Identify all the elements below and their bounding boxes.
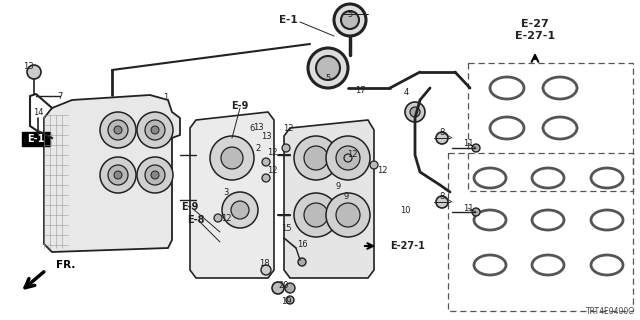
Circle shape <box>410 107 420 117</box>
Circle shape <box>336 146 360 170</box>
Text: 8: 8 <box>439 191 445 201</box>
Text: 12: 12 <box>347 149 357 158</box>
Text: 12: 12 <box>267 148 277 156</box>
Text: E-8: E-8 <box>188 215 205 225</box>
Polygon shape <box>284 120 374 278</box>
Circle shape <box>262 158 270 166</box>
Circle shape <box>145 120 165 140</box>
Circle shape <box>304 146 328 170</box>
Text: 7: 7 <box>58 92 63 100</box>
Circle shape <box>100 157 136 193</box>
Text: 4: 4 <box>403 87 408 97</box>
Text: 11: 11 <box>463 139 473 148</box>
Text: 12: 12 <box>377 165 387 174</box>
Circle shape <box>304 203 328 227</box>
Text: 9: 9 <box>344 191 349 201</box>
Text: 19: 19 <box>281 298 291 307</box>
Circle shape <box>114 171 122 179</box>
Circle shape <box>316 56 340 80</box>
Circle shape <box>145 165 165 185</box>
Circle shape <box>472 144 480 152</box>
Circle shape <box>285 283 295 293</box>
Text: 2: 2 <box>255 143 260 153</box>
Circle shape <box>261 265 271 275</box>
Circle shape <box>336 203 360 227</box>
Text: E-27-1: E-27-1 <box>390 241 425 251</box>
Circle shape <box>472 208 480 216</box>
Text: 13: 13 <box>253 123 263 132</box>
Circle shape <box>436 196 448 208</box>
Circle shape <box>286 296 294 304</box>
Circle shape <box>137 112 173 148</box>
Text: 17: 17 <box>355 85 365 94</box>
Circle shape <box>210 136 254 180</box>
Text: 5: 5 <box>348 10 353 19</box>
Circle shape <box>221 147 243 169</box>
Circle shape <box>114 126 122 134</box>
Circle shape <box>262 174 270 182</box>
Bar <box>448 153 633 311</box>
Text: 20: 20 <box>279 282 289 291</box>
Text: 3: 3 <box>223 188 228 196</box>
Circle shape <box>370 161 378 169</box>
Circle shape <box>231 201 249 219</box>
Circle shape <box>326 136 370 180</box>
Circle shape <box>214 214 222 222</box>
Text: 1: 1 <box>163 92 168 101</box>
Text: E-1: E-1 <box>278 15 298 25</box>
Text: E-9: E-9 <box>181 202 198 212</box>
Circle shape <box>100 112 136 148</box>
Circle shape <box>222 192 258 228</box>
Circle shape <box>436 132 448 144</box>
Text: 16: 16 <box>297 239 307 249</box>
Text: E-27: E-27 <box>521 19 549 29</box>
Circle shape <box>294 193 338 237</box>
Text: 8: 8 <box>439 127 445 137</box>
Circle shape <box>151 126 159 134</box>
Bar <box>468 63 633 191</box>
Text: 15: 15 <box>281 223 291 233</box>
Circle shape <box>294 136 338 180</box>
Circle shape <box>27 65 41 79</box>
Circle shape <box>151 171 159 179</box>
Text: E-27-1: E-27-1 <box>515 31 555 41</box>
Circle shape <box>34 132 42 140</box>
Text: 11: 11 <box>463 204 473 212</box>
Circle shape <box>326 193 370 237</box>
Text: 12: 12 <box>267 165 277 174</box>
Circle shape <box>341 11 359 29</box>
Text: 13: 13 <box>260 132 271 140</box>
Circle shape <box>405 102 425 122</box>
Circle shape <box>272 282 284 294</box>
Text: 12: 12 <box>221 213 231 222</box>
Polygon shape <box>190 112 274 278</box>
Text: 12: 12 <box>283 124 293 132</box>
Text: E-1: E-1 <box>28 134 45 144</box>
Text: 5: 5 <box>325 74 331 83</box>
Text: TRT4E0400C: TRT4E0400C <box>586 307 634 316</box>
Circle shape <box>298 258 306 266</box>
Circle shape <box>108 165 128 185</box>
Circle shape <box>282 144 290 152</box>
Circle shape <box>308 48 348 88</box>
Text: 13: 13 <box>22 61 33 70</box>
Text: 18: 18 <box>259 260 269 268</box>
Text: FR.: FR. <box>56 260 76 270</box>
Text: 14: 14 <box>33 108 44 116</box>
Circle shape <box>344 154 352 162</box>
Circle shape <box>137 157 173 193</box>
Circle shape <box>334 4 366 36</box>
Text: 6: 6 <box>250 124 255 132</box>
Bar <box>22 132 50 146</box>
Polygon shape <box>44 95 180 252</box>
Text: 9: 9 <box>335 181 340 190</box>
Text: 10: 10 <box>400 205 410 214</box>
Circle shape <box>108 120 128 140</box>
Text: E-9: E-9 <box>231 101 249 111</box>
